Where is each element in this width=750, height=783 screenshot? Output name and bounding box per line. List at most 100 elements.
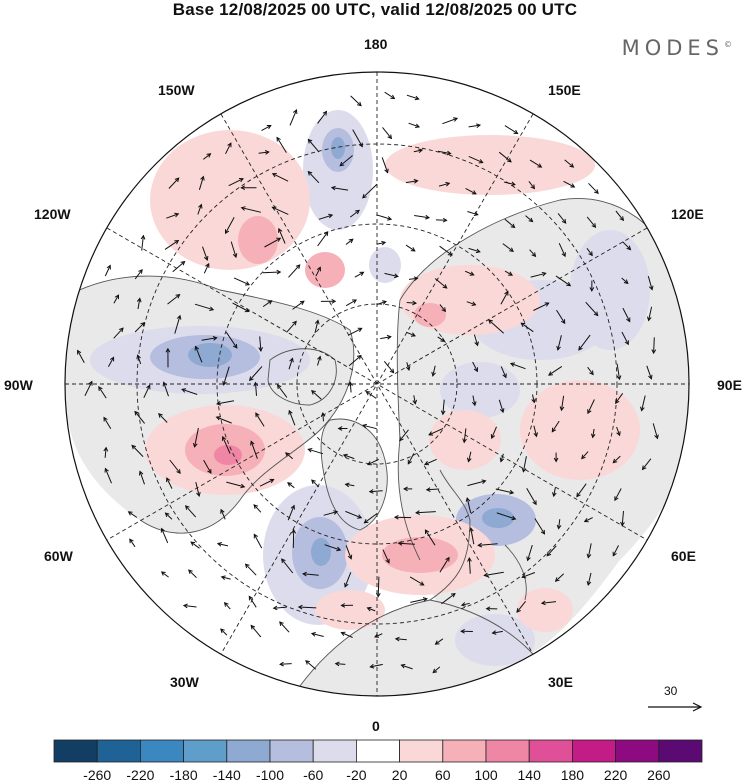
wind-vector xyxy=(323,511,338,516)
wind-vector-head xyxy=(288,409,293,415)
wind-vector xyxy=(158,413,168,423)
wind-vector xyxy=(255,412,265,427)
lon-label-120e: 120E xyxy=(671,206,704,222)
wind-vector-head xyxy=(127,511,133,516)
wind-vector xyxy=(188,569,197,579)
wind-vector xyxy=(578,334,591,351)
wind-vector xyxy=(288,410,296,426)
wind-vector xyxy=(502,243,514,252)
wind-vector xyxy=(374,633,383,638)
wind-vector xyxy=(107,357,115,368)
wind-vector-head xyxy=(203,255,209,261)
wind-vector xyxy=(280,663,292,665)
wind-vector-head xyxy=(586,553,592,559)
wind-vector xyxy=(286,321,297,333)
wind-vector xyxy=(217,400,235,405)
wind-vector-head xyxy=(250,624,256,630)
wind-vector xyxy=(292,300,305,310)
wind-vector-head xyxy=(109,356,115,362)
wind-vector-head xyxy=(474,341,479,347)
wind-vector xyxy=(498,151,512,163)
wind-vector xyxy=(581,451,589,459)
wind-vector-head xyxy=(428,431,434,436)
wind-vector xyxy=(248,596,257,608)
wind-vector-head xyxy=(581,454,586,460)
wind-vector-head xyxy=(499,408,505,414)
wind-vector xyxy=(143,385,151,399)
wind-vector xyxy=(137,298,141,310)
wind-vector-head xyxy=(347,554,353,560)
wind-vector xyxy=(167,294,180,305)
wind-vector-head xyxy=(648,374,653,380)
wind-vector-head xyxy=(344,482,350,488)
wind-vector xyxy=(249,366,263,381)
wind-vector-head xyxy=(509,489,515,495)
wind-vector xyxy=(472,361,478,372)
wind-vector xyxy=(587,399,595,414)
wind-vector-head xyxy=(176,469,181,475)
wind-vector xyxy=(500,291,509,305)
wind-vector xyxy=(484,571,504,576)
wind-vector xyxy=(347,327,362,336)
wind-vector xyxy=(84,381,93,397)
wind-vector-head xyxy=(328,213,334,219)
wind-vector xyxy=(131,445,144,457)
wind-vector xyxy=(561,395,565,411)
wind-vector-head xyxy=(365,391,371,396)
wind-vector xyxy=(495,488,514,494)
wind-vector xyxy=(592,428,595,438)
wind-vector-head xyxy=(267,300,273,305)
wind-vector xyxy=(442,399,445,415)
wind-vector xyxy=(408,277,418,280)
wind-vector-head xyxy=(302,571,307,577)
wind-vector xyxy=(317,231,329,247)
wind-vector-head xyxy=(279,661,284,667)
wind-vector-head xyxy=(320,412,326,417)
wind-vector-head xyxy=(248,595,254,601)
wind-vector-head xyxy=(640,406,645,412)
wind-vector-head xyxy=(570,183,576,188)
wind-vector-head xyxy=(339,161,345,167)
wind-vector xyxy=(161,528,169,544)
wind-vector xyxy=(621,331,629,345)
wind-vector xyxy=(345,238,354,245)
wind-vector-head xyxy=(424,529,430,535)
wind-vector xyxy=(529,159,542,168)
lon-label-30w: 30W xyxy=(170,674,199,690)
wind-vector-head xyxy=(245,281,251,286)
wind-vector-head xyxy=(366,606,372,612)
wind-vector xyxy=(241,207,262,213)
positive-anomalies xyxy=(145,130,640,632)
wind-vector-head xyxy=(504,290,509,296)
wind-vector-head xyxy=(311,390,316,395)
wind-vector-head xyxy=(424,460,430,466)
wind-vector-head xyxy=(138,470,144,476)
wind-vector-head xyxy=(299,300,305,306)
wind-vector-head xyxy=(481,479,487,484)
wind-vector xyxy=(642,458,652,470)
wind-vector xyxy=(134,322,145,333)
wind-vector xyxy=(473,334,479,346)
wind-vector xyxy=(194,427,199,447)
wind-vector xyxy=(195,481,200,497)
wind-vector xyxy=(641,395,646,411)
wind-vector-head xyxy=(240,185,246,191)
wind-vector xyxy=(172,261,185,273)
wind-vector xyxy=(228,178,244,187)
wind-vector-head xyxy=(413,178,419,184)
wind-vector xyxy=(217,543,229,547)
wind-vector xyxy=(382,549,390,564)
wind-vector xyxy=(198,176,204,190)
wind-vector-head xyxy=(331,298,337,304)
wind-vector xyxy=(435,638,444,645)
wind-vector xyxy=(437,336,445,342)
wind-vector xyxy=(163,382,169,397)
wind-vector-head xyxy=(212,336,218,341)
wind-vector-head xyxy=(554,577,560,582)
wind-vector-head xyxy=(620,521,625,527)
wind-vector xyxy=(557,213,567,224)
wind-vector xyxy=(335,663,346,665)
wind-vector xyxy=(278,228,286,244)
wind-vector-head xyxy=(276,237,282,242)
wind-vector-head xyxy=(276,136,281,142)
